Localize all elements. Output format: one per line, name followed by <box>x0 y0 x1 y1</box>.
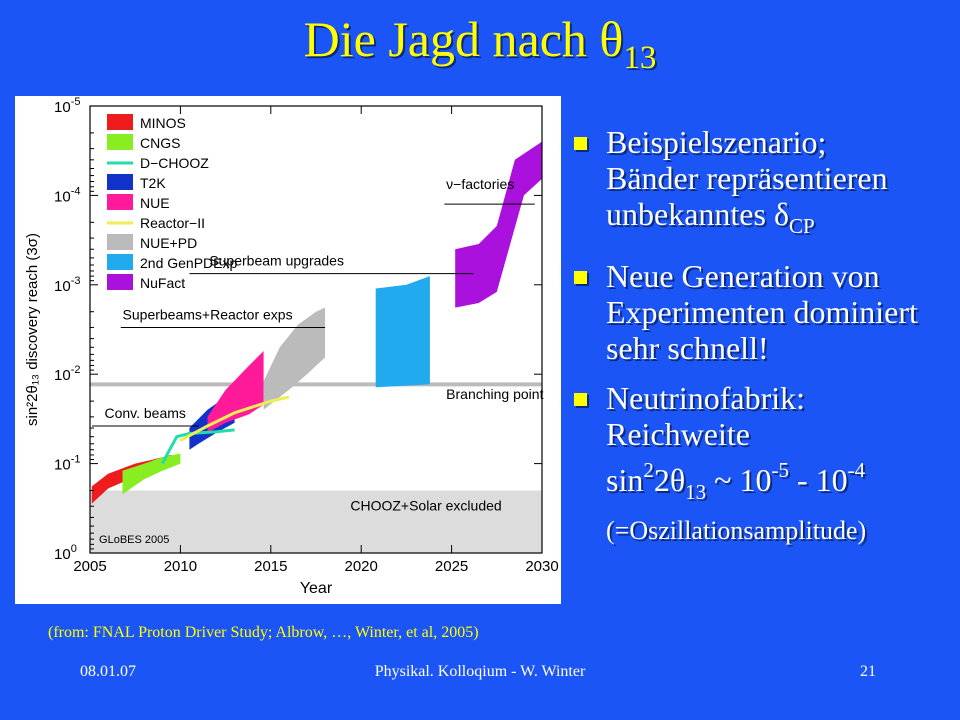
conv-beams-annotation: Conv. beams <box>104 405 185 421</box>
superreactor-annotation: Superbeams+Reactor exps <box>123 306 293 322</box>
x-tick-label: 2025 <box>435 558 468 575</box>
line-d-chooz <box>160 428 235 465</box>
formula-sup: 2 <box>643 458 654 482</box>
legend-label: D−CHOOZ <box>140 155 209 171</box>
y-tick-label: 10-1 <box>54 454 80 474</box>
y-tick-label: 10-2 <box>54 364 80 384</box>
band-nufact <box>455 141 542 308</box>
formula-sub: 13 <box>685 480 707 504</box>
y-tick-exp: -5 <box>71 96 81 108</box>
y-tick-exp: -1 <box>71 454 81 466</box>
y-tick-exp: -3 <box>71 275 81 287</box>
x-tick-label: 2010 <box>164 558 197 575</box>
formula-part: ~ 10 <box>706 462 772 498</box>
legend-label: NUE <box>140 195 170 211</box>
legend-label: NuFact <box>140 275 185 291</box>
square-bullet-icon <box>574 271 587 284</box>
bullet-text: Bänder repräsentieren <box>606 160 888 196</box>
y-tick-base: 10 <box>54 188 71 205</box>
y-tick-label: 10-5 <box>54 96 80 116</box>
y-tick-base: 10 <box>54 457 71 474</box>
figure-caption: (from: FNAL Proton Driver Study; Albrow,… <box>48 624 479 641</box>
title-subscript: 13 <box>623 40 657 76</box>
bullet-text: Beispielszenario; <box>606 124 827 160</box>
title-main: Die Jagd nach θ <box>303 11 624 67</box>
legend-swatch <box>107 254 133 270</box>
bullet-subscript: CP <box>789 214 815 238</box>
y-axis-label: sin²2θ₁₃ discovery reach (3σ) <box>24 233 41 426</box>
legend-label: T2K <box>140 175 166 191</box>
y-tick-base: 10 <box>54 99 71 116</box>
legend-swatch <box>107 194 133 210</box>
y-tick-exp: -2 <box>71 364 81 376</box>
nufact-annotation: ν−factories <box>446 176 514 192</box>
legend-label: CNGS <box>140 135 180 151</box>
legend-label: NUE+PD <box>140 235 197 251</box>
branching-annotation: Branching point <box>446 386 543 402</box>
bullet-text: unbekanntes δ <box>606 196 790 232</box>
square-bullet-icon <box>574 137 587 150</box>
theta13-chart: 2005 2010 2015 2020 2025 2030Year10-510-410-3… <box>24 96 559 597</box>
page-title: Die Jagd nach θ13 <box>0 14 960 75</box>
x-tick-label: 2020 <box>345 558 378 575</box>
square-bullet-icon <box>574 393 587 406</box>
bullet-text: Reichweite <box>606 416 750 452</box>
legend-label: 2nd GenPDExp <box>140 255 237 271</box>
y-tick-exp: -4 <box>71 185 81 197</box>
band-2nd-genpdexp <box>375 276 430 388</box>
legend-label: Reactor−II <box>140 215 205 231</box>
y-tick-base: 10 <box>54 546 71 563</box>
excluded-region <box>90 490 542 553</box>
formula-sup: -5 <box>771 458 789 482</box>
y-tick-base: 10 <box>54 367 71 384</box>
bullet-item: Beispielszenario; Bänder repräsentieren … <box>572 124 952 244</box>
x-tick-label: 2015 <box>254 558 287 575</box>
x-axis-label: Year <box>300 580 333 597</box>
y-tick-base: 10 <box>54 278 71 295</box>
excluded-annotation: CHOOZ+Solar excluded <box>350 497 501 513</box>
legend-swatch <box>107 174 133 190</box>
y-tick-label: 10-3 <box>54 275 80 295</box>
formula-part: sin <box>606 462 644 498</box>
formula-part: 2θ <box>653 462 686 498</box>
legend-swatch <box>107 134 133 150</box>
formula: sin22θ13 ~ 10-5 - 10-4 <box>606 458 865 504</box>
band-nue-pd <box>263 307 325 410</box>
bullet-text: Neutrinofabrik: <box>606 380 806 416</box>
y-tick-label: 100 <box>54 543 77 563</box>
footer-date: 08.01.07 <box>80 663 136 680</box>
line-reactor-ii <box>179 395 290 442</box>
footer-title: Physikal. Kolloqium - W. Winter <box>374 663 586 680</box>
bullet-item: Neue Generation von Experimenten dominie… <box>572 258 952 366</box>
bullet-item: Neutrinofabrik: Reichweite sin22θ13 ~ 10… <box>572 380 952 549</box>
figure: 2005 2010 2015 2020 2025 2030 Year 10-5 10-4 10-3… <box>15 96 561 604</box>
page-number: 21 <box>860 663 876 680</box>
bullet-text: Neue Generation von Experimenten dominie… <box>606 258 918 366</box>
y-tick-label: 10-4 <box>54 185 80 205</box>
superbeam-annotation: Superbeam upgrades <box>209 253 344 269</box>
plot-frame <box>89 105 543 554</box>
credit-annotation: GLoBES 2005 <box>99 534 169 546</box>
legend-label: MINOS <box>140 115 186 131</box>
x-tick-label: 2030 <box>525 558 558 575</box>
bullet-text: (=Oszillationsamplitude) <box>606 516 867 545</box>
band-cngs <box>122 453 181 495</box>
formula-part: - 10 <box>788 462 848 498</box>
formula-sup: -4 <box>847 458 866 482</box>
legend-swatch <box>107 114 133 130</box>
legend-swatch <box>107 274 133 290</box>
y-tick-exp: 0 <box>71 543 77 555</box>
bullet-list: Beispielszenario; Bänder repräsentieren … <box>572 124 952 563</box>
x-tick-label: 2005 <box>73 558 106 575</box>
legend-swatch <box>107 234 133 250</box>
band-nue <box>207 351 264 433</box>
